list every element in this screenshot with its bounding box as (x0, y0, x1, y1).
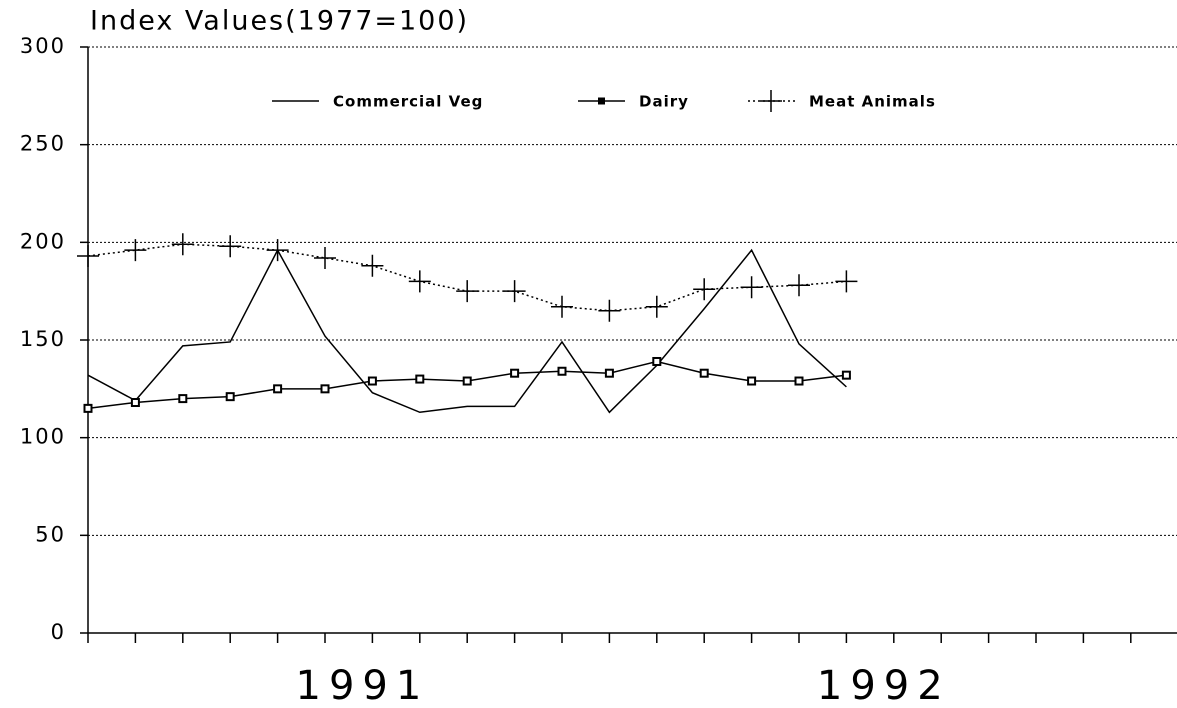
y-tick-label: 250 (20, 132, 66, 156)
point (841, 370, 851, 380)
point (510, 368, 520, 378)
chart-title: Index Values(1977=100) (90, 6, 469, 37)
point (320, 384, 330, 394)
point (503, 280, 526, 303)
legend: Commercial Veg Dairy Meat Animals (272, 90, 936, 112)
legend-marker (598, 97, 605, 105)
point (462, 376, 472, 386)
y-tick-label: 0 (51, 620, 66, 644)
point (415, 374, 425, 384)
point (361, 254, 384, 277)
point (83, 403, 93, 413)
legend-label: Dairy (639, 93, 689, 111)
point (557, 366, 567, 376)
legend-label: Commercial Veg (333, 93, 483, 111)
point (124, 239, 147, 262)
point (740, 276, 763, 299)
point (314, 246, 336, 269)
y-tick-label: 300 (20, 34, 66, 58)
y-tick-label: 100 (20, 425, 66, 449)
point (645, 295, 668, 318)
point (273, 384, 283, 394)
point (652, 356, 662, 366)
x-tick-label: 1991 (296, 663, 430, 708)
series-line (87, 248, 847, 414)
point (225, 392, 235, 402)
point (794, 376, 804, 386)
point (171, 233, 194, 256)
point (835, 270, 858, 293)
point (130, 398, 140, 408)
point (699, 368, 709, 378)
point (788, 274, 810, 297)
point (367, 376, 377, 386)
point (77, 245, 99, 268)
point (408, 270, 431, 293)
point (178, 394, 188, 404)
x-tick-label: 1992 (817, 663, 951, 708)
y-tick-label: 50 (35, 522, 66, 546)
point (219, 235, 242, 258)
y-tick-label: 150 (20, 327, 66, 351)
point (604, 368, 614, 378)
y-tick-label: 200 (20, 229, 66, 253)
legend-marker (760, 90, 782, 112)
legend-label: Meat Animals (809, 93, 936, 111)
point (693, 278, 716, 301)
point (747, 376, 757, 386)
point (551, 295, 573, 318)
point (598, 299, 621, 322)
point (266, 239, 289, 262)
point (456, 280, 479, 303)
